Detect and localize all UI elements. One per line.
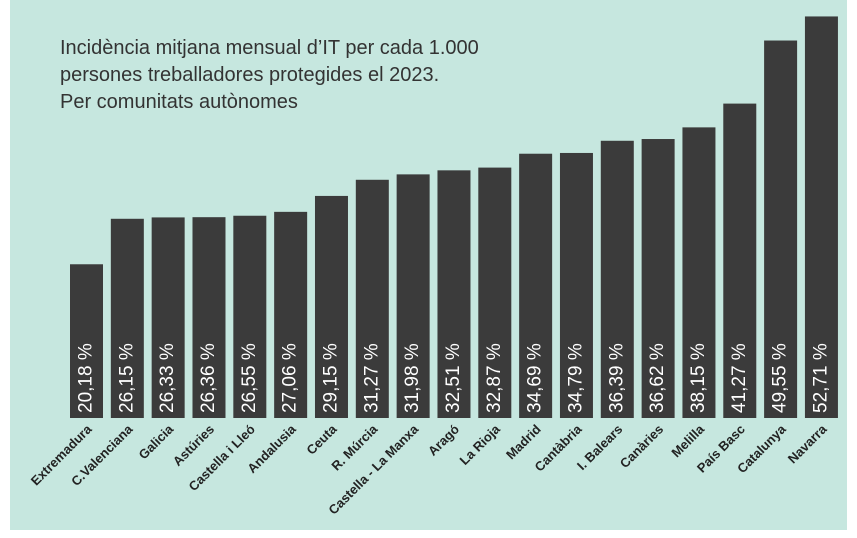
- bar: [110, 218, 144, 418]
- bar: [70, 264, 103, 418]
- bar: [682, 127, 716, 418]
- value-label: 27,06 %: [280, 343, 301, 413]
- bar: [396, 174, 430, 418]
- value-label: 26,36 %: [198, 343, 219, 413]
- chart-title-line: Incidència mitjana mensual d’IT per cada…: [60, 37, 479, 59]
- bar: [804, 16, 838, 418]
- bar: [559, 152, 593, 419]
- value-label: 34,69 %: [525, 343, 546, 413]
- bar: [437, 170, 471, 418]
- value-label: 36,62 %: [647, 343, 668, 413]
- bar: [723, 103, 757, 419]
- value-label: 41,27 %: [729, 343, 750, 413]
- value-label: 26,15 %: [116, 343, 137, 413]
- value-label: 29,15 %: [320, 343, 341, 413]
- chart-title-line: persones treballadores protegides el 202…: [60, 64, 439, 86]
- value-label: 31,98 %: [402, 343, 423, 413]
- chart-title-line: Per comunitats autònomes: [60, 91, 298, 113]
- value-label: 32,51 %: [443, 343, 464, 413]
- value-label: 38,15 %: [688, 343, 709, 413]
- value-label: 31,27 %: [361, 343, 382, 413]
- value-label: 32,87 %: [484, 343, 505, 413]
- value-label: 26,33 %: [157, 343, 178, 413]
- bar: [519, 153, 553, 418]
- bar: [355, 179, 389, 418]
- bar: [233, 215, 267, 418]
- value-label: 52,71 %: [810, 343, 831, 413]
- value-label: 26,55 %: [239, 343, 260, 413]
- bar: [764, 40, 798, 418]
- value-label: 36,39 %: [606, 343, 627, 413]
- bar: [314, 195, 348, 418]
- bar: [192, 217, 226, 418]
- bar: [151, 217, 185, 418]
- value-label: 34,79 %: [565, 343, 586, 413]
- bar: [478, 167, 512, 418]
- value-label: 49,55 %: [770, 343, 791, 413]
- value-label: 20,18 %: [76, 343, 97, 413]
- bar: [600, 140, 634, 419]
- bar: [641, 139, 675, 418]
- bar: [274, 211, 308, 418]
